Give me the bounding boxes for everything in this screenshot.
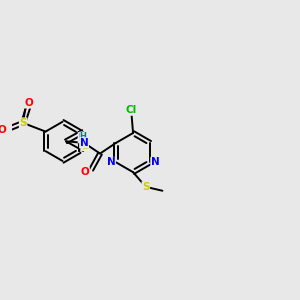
Text: N: N — [151, 158, 160, 167]
Text: N: N — [106, 158, 115, 167]
Text: O: O — [0, 125, 6, 135]
Text: S: S — [81, 141, 88, 151]
Text: S: S — [20, 118, 27, 128]
Text: S: S — [142, 182, 149, 192]
Text: H: H — [80, 132, 87, 141]
Text: N: N — [80, 138, 88, 148]
Text: O: O — [25, 98, 33, 108]
Text: Cl: Cl — [126, 105, 137, 115]
Text: O: O — [80, 167, 89, 177]
Text: N: N — [78, 133, 87, 143]
